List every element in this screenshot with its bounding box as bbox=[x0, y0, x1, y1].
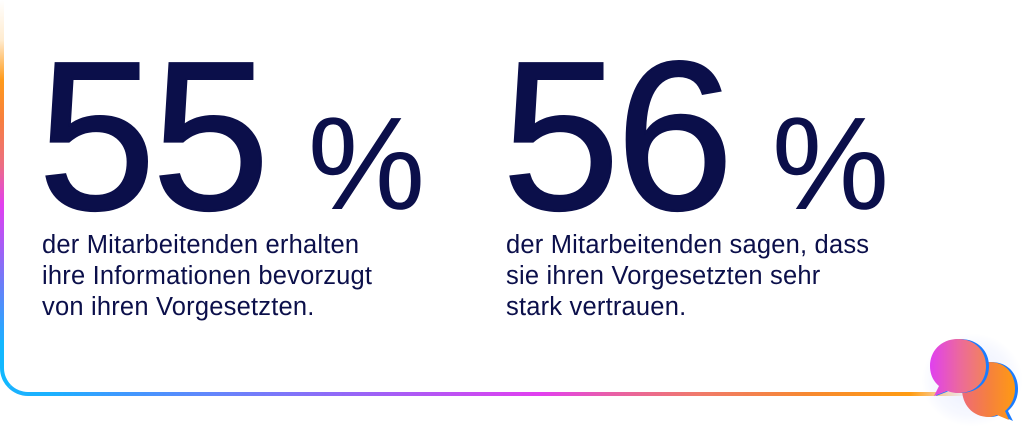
frame-bottom-border bbox=[50, 392, 970, 396]
stat-description: der Mitarbeitenden erhalten ihre Informa… bbox=[42, 230, 425, 323]
stat-description-line: sie ihren Vorgesetzten sehr bbox=[506, 262, 821, 290]
stat-block-1: 55 % der Mitarbeitenden erhalten ihre In… bbox=[37, 29, 425, 323]
chat-bubbles-icon bbox=[912, 326, 1024, 427]
stat-block-2: 56 % der Mitarbeitenden sagen, dass sie … bbox=[501, 29, 889, 323]
pink-bubble bbox=[930, 339, 989, 396]
stat-description-line: stark vertrauen. bbox=[506, 293, 687, 321]
stat-unit: % bbox=[771, 90, 890, 237]
stat-value: 56 bbox=[501, 17, 735, 254]
stat-number-row: 55 % bbox=[37, 29, 425, 243]
stat-unit: % bbox=[307, 90, 426, 237]
stat-value: 55 bbox=[37, 17, 271, 254]
frame-left-border bbox=[0, 0, 4, 368]
stat-description: der Mitarbeitenden sagen, dass sie ihren… bbox=[506, 230, 889, 323]
frame-corner bbox=[0, 340, 52, 396]
stat-description-line: der Mitarbeitenden erhalten bbox=[42, 231, 360, 259]
stat-description-line: ihre Informationen bevorzugt bbox=[42, 262, 373, 290]
stat-number-row: 56 % bbox=[501, 29, 889, 243]
stat-description-line: von ihren Vorgesetzten. bbox=[42, 293, 315, 321]
stat-description-line: der Mitarbeitenden sagen, dass bbox=[506, 231, 870, 259]
speech-bubbles-svg bbox=[930, 339, 1018, 421]
